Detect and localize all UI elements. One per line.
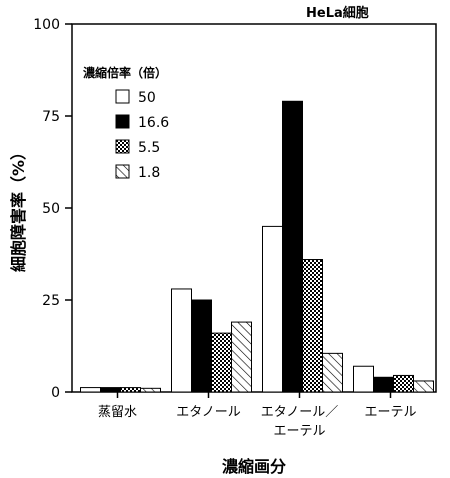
x-category-label: エーテル: [364, 405, 416, 420]
bar-1.8-cat-0: [140, 387, 161, 393]
legend-swatch: [115, 89, 130, 104]
legend-swatch: [115, 114, 130, 129]
bar-1.8-cat-2: [322, 352, 343, 393]
x-category-label: エタノール／: [261, 405, 339, 420]
bar-5.5-cat-2: [302, 259, 323, 393]
x-category-label: エーテル: [273, 424, 325, 439]
bar-16.6-cat-2: [282, 100, 303, 393]
legend-entry-label: 50: [138, 90, 156, 106]
bar-5.5-cat-1: [211, 332, 232, 393]
bar-16.6-cat-1: [191, 299, 212, 393]
x-category-label: 蒸留水: [98, 405, 137, 420]
y-axis-title: 細胞障害率（%）: [9, 144, 28, 272]
y-tick-label: 0: [51, 385, 60, 401]
bar-50-cat-1: [171, 288, 192, 393]
bar-50-cat-2: [262, 225, 283, 393]
legend-entry-label: 16.6: [138, 115, 169, 131]
bar-50-cat-0: [80, 387, 101, 393]
legend-entry-label: 5.5: [138, 140, 160, 156]
y-axis: 0 25 50 75 100: [33, 17, 72, 401]
bar-1.8-cat-1: [231, 321, 252, 393]
legend-title: 濃縮倍率（倍）: [83, 65, 167, 80]
legend: 濃縮倍率（倍） 50 16.6 5.5 1.8: [83, 65, 169, 181]
bar-5.5-cat-3: [393, 374, 414, 393]
bar-50-cat-3: [353, 365, 374, 393]
bar-1.8-cat-3: [413, 380, 434, 393]
y-tick-label: 50: [42, 201, 60, 217]
bar-16.6-cat-0: [100, 387, 121, 393]
y-tick-label: 100: [33, 17, 60, 33]
chart-annotation: HeLa細胞: [306, 5, 369, 21]
y-tick-label: 25: [42, 293, 60, 309]
bar-16.6-cat-3: [373, 376, 394, 393]
legend-swatch: [115, 164, 130, 179]
x-category-label: エタノール: [176, 405, 241, 420]
y-tick-label: 75: [42, 109, 60, 125]
legend-swatch: [115, 139, 130, 154]
x-axis-title: 濃縮画分: [222, 457, 286, 476]
bar-5.5-cat-0: [120, 387, 141, 393]
bars: [80, 100, 434, 393]
legend-entry-label: 1.8: [138, 165, 160, 181]
